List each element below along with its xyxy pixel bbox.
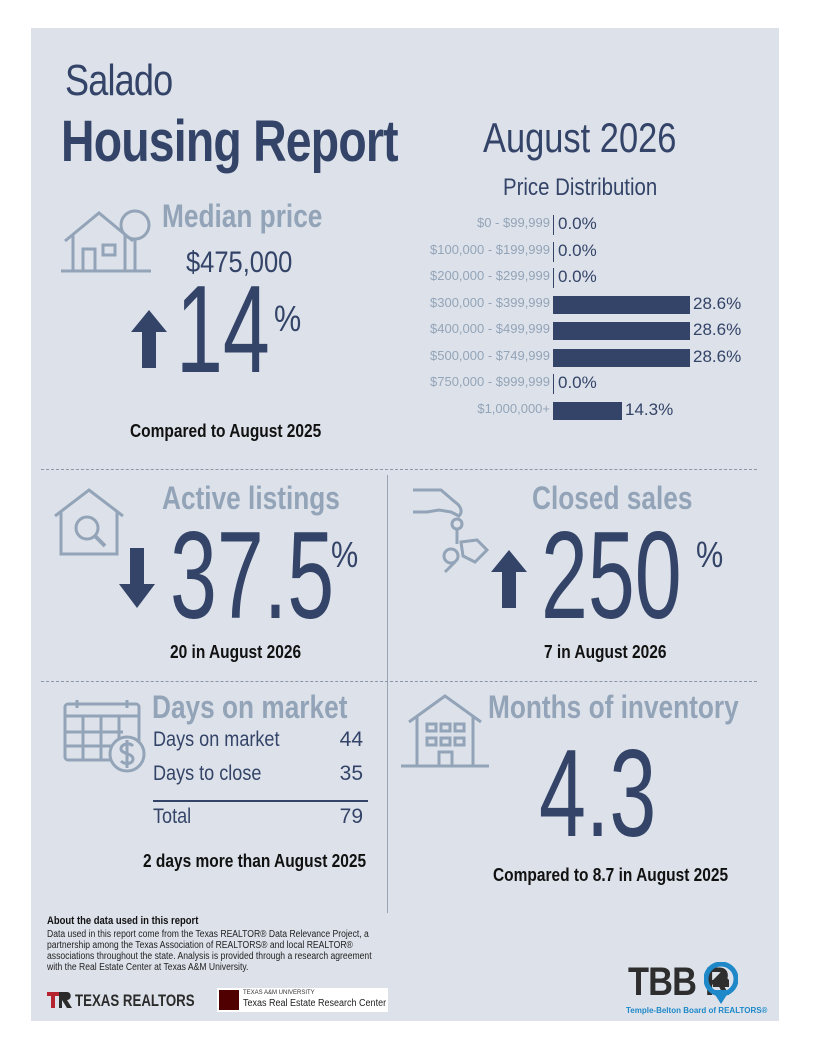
- city-name: Salado: [65, 56, 173, 105]
- total-rule: [153, 800, 368, 802]
- days-on-market-label: Days on market: [152, 689, 348, 725]
- tamu-logo: TEXAS A&M UNIVERSITY Texas Real Estate R…: [217, 988, 388, 1012]
- price-bucket-value: 0.0%: [558, 240, 597, 260]
- texas-realtors-logo: TEXAS REALTORS: [47, 989, 207, 1011]
- about-text: Data used in this report come from the T…: [47, 929, 372, 973]
- days-on-market-table: Days on market 44 Days to close 35 Total…: [153, 728, 368, 838]
- price-bucket-value: 28.6%: [693, 320, 742, 339]
- price-distribution-title: Price Distribution: [503, 174, 658, 201]
- months-inventory-label: Months of inventory: [488, 689, 739, 725]
- price-bucket-row: $200,000 - $299,999 0.0%: [400, 265, 760, 291]
- house-search-icon: [54, 488, 124, 556]
- closed-sales-percent: %: [696, 534, 724, 575]
- days-row: Days to close 35: [153, 762, 363, 786]
- section-divider: [41, 469, 757, 470]
- tamu-center-text: Texas Real Estate Research Center: [243, 998, 387, 1009]
- texas-realtors-mark-icon: [47, 992, 72, 1008]
- days-row-value: 44: [339, 728, 363, 751]
- closed-sales-change: 250: [541, 507, 682, 645]
- price-bucket-label: $200,000 - $299,999: [430, 268, 550, 283]
- price-bucket-row: $400,000 - $499,999 28.6%: [400, 318, 760, 344]
- report-title: Housing Report: [61, 109, 399, 174]
- hand-keys-icon: [413, 488, 490, 574]
- price-bucket-bar: [553, 348, 690, 367]
- price-bucket-row: $100,000 - $199,999 0.0%: [400, 239, 760, 265]
- price-bucket-row: $0 - $99,999 0.0%: [400, 212, 760, 238]
- arrow-up-icon: [131, 310, 167, 368]
- price-bucket-bar: [553, 268, 554, 288]
- arrow-up-icon: [491, 550, 527, 608]
- about-title: About the data used in this report: [47, 915, 199, 927]
- price-bucket-label: $750,000 - $999,999: [430, 374, 550, 389]
- price-bucket-value: 0.0%: [558, 267, 597, 286]
- tbbor-logo: TBB R Temple-Belton Board of REALTORS®: [626, 960, 771, 1018]
- months-inventory-value: 4.3: [539, 725, 657, 863]
- apartment-building-icon: [401, 694, 489, 768]
- median-price-change: 14: [176, 261, 270, 399]
- price-bucket-label: $300,000 - $399,999: [430, 294, 550, 310]
- price-bucket-row: $300,000 - $399,999 28.6%: [400, 292, 760, 318]
- price-bucket-value: 28.6%: [693, 293, 742, 313]
- price-bucket-value: 28.6%: [693, 346, 742, 366]
- price-bucket-bar: [553, 401, 622, 420]
- arrow-down-icon: [119, 548, 155, 608]
- median-price-label: Median price: [162, 198, 323, 234]
- texas-realtors-text: TEXAS REALTORS: [75, 991, 195, 1010]
- median-price-comparison: Compared to August 2025: [130, 421, 322, 441]
- report-period: August 2026: [483, 114, 677, 161]
- section-divider: [41, 681, 757, 682]
- days-row-label: Days on market: [153, 728, 280, 751]
- price-bucket-bar: [553, 215, 554, 235]
- closed-sales-label: Closed sales: [532, 480, 693, 516]
- active-listings-detail: 20 in August 2026: [170, 642, 302, 662]
- days-on-market-comparison: 2 days more than August 2025: [143, 851, 367, 871]
- price-bucket-bar: [553, 295, 690, 314]
- price-bucket-label: $0 - $99,999: [476, 215, 550, 230]
- price-distribution-chart: $0 - $99,999 0.0% $100,000 - $199,999 0.…: [400, 212, 760, 422]
- closed-sales-detail: 7 in August 2026: [544, 642, 667, 662]
- price-bucket-label: $100,000 - $199,999: [430, 241, 550, 257]
- calendar-dollar-icon: [63, 700, 146, 773]
- tamu-mark-icon: [219, 990, 239, 1010]
- days-row: Days on market 44: [153, 728, 363, 752]
- median-price-percent: %: [274, 298, 302, 339]
- tamu-small-text: TEXAS A&M UNIVERSITY: [243, 990, 315, 996]
- active-listings-label: Active listings: [162, 480, 340, 516]
- days-total-value: 79: [339, 805, 363, 828]
- price-bucket-row: $750,000 - $999,999 0.0%: [400, 371, 760, 397]
- months-inventory-comparison: Compared to 8.7 in August 2025: [493, 865, 729, 885]
- price-bucket-bar: [553, 241, 554, 262]
- price-bucket-bar: [553, 374, 554, 394]
- days-total-row: Total 79: [153, 805, 363, 829]
- price-bucket-row: $500,000 - $749,999 28.6%: [400, 345, 760, 371]
- price-bucket-label: $500,000 - $749,999: [430, 347, 550, 363]
- price-bucket-row: $1,000,000+ 14.3%: [400, 398, 760, 424]
- price-bucket-bar: [553, 322, 690, 340]
- house-tree-icon: [61, 209, 151, 273]
- price-bucket-label: $400,000 - $499,999: [430, 321, 550, 336]
- median-price-value: $475,000: [186, 246, 293, 279]
- price-bucket-value: 0.0%: [558, 373, 597, 392]
- price-bucket-value: 14.3%: [625, 399, 674, 419]
- active-listings-percent: %: [331, 534, 359, 575]
- report-page: Salado Housing Report August 2026 Median…: [31, 28, 779, 1021]
- active-listings-change: 37.5: [170, 507, 335, 645]
- tbbor-house-pin-icon: [704, 962, 738, 1004]
- tbbor-name: Temple-Belton Board of REALTORS®: [626, 1006, 768, 1015]
- price-bucket-value: 0.0%: [558, 214, 597, 233]
- days-row-label: Days to close: [153, 762, 262, 785]
- section-divider-vertical: [387, 475, 388, 913]
- price-bucket-label: $1,000,000+: [477, 400, 550, 416]
- days-row-value: 35: [339, 762, 363, 785]
- days-total-label: Total: [153, 805, 192, 828]
